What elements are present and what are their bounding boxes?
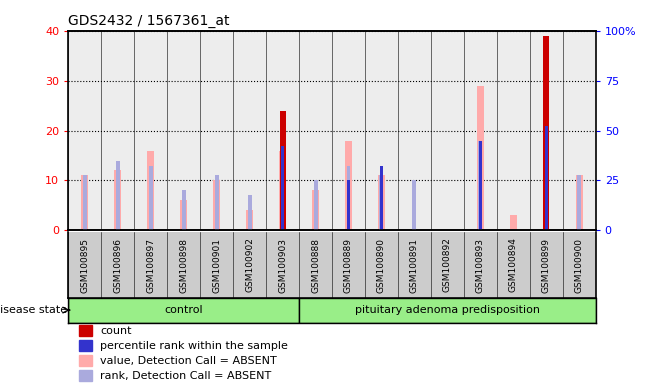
- Bar: [213, 180, 220, 230]
- Bar: [413, 180, 417, 230]
- Text: control: control: [165, 305, 203, 315]
- Text: GSM100895: GSM100895: [80, 238, 89, 293]
- Bar: [464, 31, 497, 230]
- Bar: [79, 326, 92, 336]
- Bar: [365, 31, 398, 230]
- Bar: [299, 298, 596, 323]
- Bar: [281, 180, 284, 230]
- Bar: [510, 215, 517, 230]
- Bar: [149, 166, 153, 230]
- Bar: [544, 36, 549, 230]
- Text: count: count: [100, 326, 132, 336]
- Bar: [544, 175, 548, 230]
- Bar: [575, 175, 583, 230]
- Text: GSM100896: GSM100896: [113, 238, 122, 293]
- Bar: [215, 175, 219, 230]
- Bar: [477, 86, 484, 230]
- Bar: [398, 31, 431, 230]
- Text: pituitary adenoma predisposition: pituitary adenoma predisposition: [355, 305, 540, 315]
- Bar: [247, 195, 251, 230]
- Bar: [545, 126, 548, 230]
- Bar: [180, 200, 187, 230]
- Bar: [345, 141, 352, 230]
- Text: GSM100889: GSM100889: [344, 238, 353, 293]
- Bar: [167, 31, 201, 230]
- Bar: [312, 190, 319, 230]
- Bar: [266, 31, 299, 230]
- Text: GSM100900: GSM100900: [575, 238, 584, 293]
- Bar: [314, 180, 318, 230]
- Bar: [83, 175, 87, 230]
- Bar: [530, 31, 562, 230]
- Bar: [233, 31, 266, 230]
- Bar: [102, 31, 134, 230]
- Bar: [299, 31, 332, 230]
- Bar: [116, 161, 120, 230]
- Bar: [380, 166, 383, 230]
- Text: GSM100890: GSM100890: [377, 238, 386, 293]
- Text: value, Detection Call = ABSENT: value, Detection Call = ABSENT: [100, 356, 277, 366]
- Bar: [134, 31, 167, 230]
- Bar: [79, 370, 92, 381]
- Text: GSM100888: GSM100888: [311, 238, 320, 293]
- Text: GDS2432 / 1567361_at: GDS2432 / 1567361_at: [68, 14, 230, 28]
- Bar: [497, 31, 530, 230]
- Bar: [431, 31, 464, 230]
- Bar: [280, 111, 286, 230]
- Bar: [68, 31, 102, 230]
- Bar: [332, 31, 365, 230]
- Text: rank, Detection Call = ABSENT: rank, Detection Call = ABSENT: [100, 371, 271, 381]
- Bar: [246, 210, 253, 230]
- Bar: [79, 341, 92, 351]
- Text: GSM100891: GSM100891: [410, 238, 419, 293]
- Bar: [182, 190, 186, 230]
- Bar: [68, 298, 299, 323]
- Text: GSM100899: GSM100899: [542, 238, 551, 293]
- Text: GSM100893: GSM100893: [476, 238, 485, 293]
- Bar: [347, 180, 350, 230]
- Bar: [378, 175, 385, 230]
- Bar: [281, 146, 284, 230]
- Bar: [380, 175, 383, 230]
- Bar: [577, 175, 581, 230]
- Text: GSM100892: GSM100892: [443, 238, 452, 293]
- Bar: [147, 151, 154, 230]
- Bar: [478, 141, 482, 230]
- Bar: [346, 166, 350, 230]
- Bar: [279, 151, 286, 230]
- Text: GSM100897: GSM100897: [146, 238, 155, 293]
- Text: disease state: disease state: [0, 305, 66, 315]
- Bar: [562, 31, 596, 230]
- Bar: [201, 31, 233, 230]
- Text: GSM100903: GSM100903: [278, 238, 287, 293]
- Bar: [81, 175, 89, 230]
- Bar: [79, 356, 92, 366]
- Text: GSM100894: GSM100894: [509, 238, 518, 293]
- Text: GSM100901: GSM100901: [212, 238, 221, 293]
- Bar: [114, 170, 122, 230]
- Bar: [478, 141, 482, 230]
- Text: GSM100898: GSM100898: [179, 238, 188, 293]
- Text: percentile rank within the sample: percentile rank within the sample: [100, 341, 288, 351]
- Text: GSM100902: GSM100902: [245, 238, 254, 293]
